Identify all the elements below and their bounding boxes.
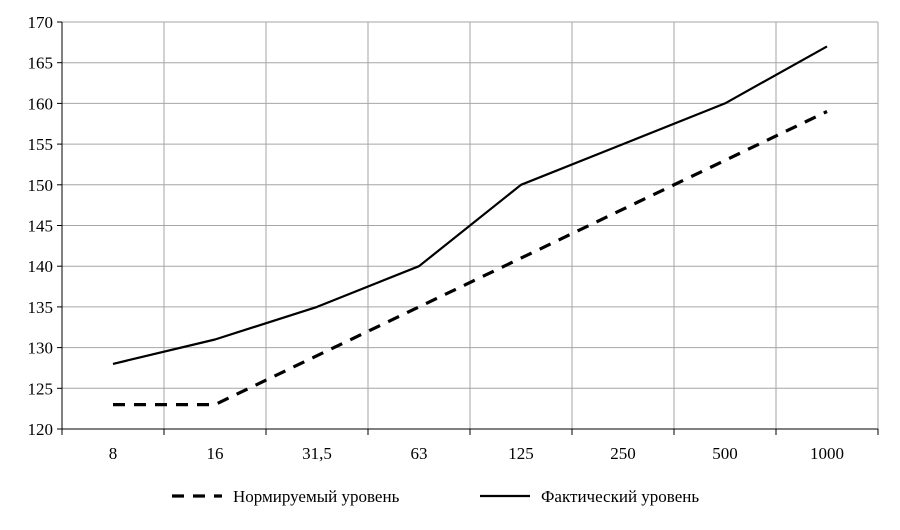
x-tick-label: 250 [610, 444, 636, 463]
legend-label: Фактический уровень [541, 487, 699, 506]
y-tick-label: 170 [28, 13, 54, 32]
x-tick-label: 8 [109, 444, 118, 463]
series-line-actual [112, 45, 828, 365]
y-tick-label: 160 [28, 94, 54, 113]
y-tick-label: 165 [28, 54, 54, 73]
series-lines [112, 45, 828, 407]
y-tick-label: 140 [28, 257, 54, 276]
x-tick-label: 500 [712, 444, 738, 463]
y-axis-tick-labels: 120 125 130 135 140 145 150 155 160 165 170 [28, 13, 54, 439]
axes [57, 21, 879, 435]
y-tick-label: 155 [28, 135, 54, 154]
x-tick-label: 63 [411, 444, 428, 463]
y-tick-label: 120 [28, 420, 54, 439]
y-tick-label: 130 [28, 339, 54, 358]
y-tick-label: 145 [28, 217, 54, 236]
x-tick-label: 1000 [810, 444, 844, 463]
x-tick-label: 125 [508, 444, 534, 463]
y-tick-label: 125 [28, 379, 54, 398]
y-tick-label: 135 [28, 298, 54, 317]
y-tick-label: 150 [28, 176, 54, 195]
legend-label: Нормируемый уровень [233, 487, 400, 506]
series-line-normative [113, 110, 828, 407]
x-axis-tick-labels: 8 16 31,5 63 125 250 500 1000 [109, 444, 844, 463]
legend: Нормируемый уровень Фактический уровень [172, 487, 699, 506]
x-tick-label: 31,5 [302, 444, 332, 463]
x-tick-label: 16 [207, 444, 224, 463]
